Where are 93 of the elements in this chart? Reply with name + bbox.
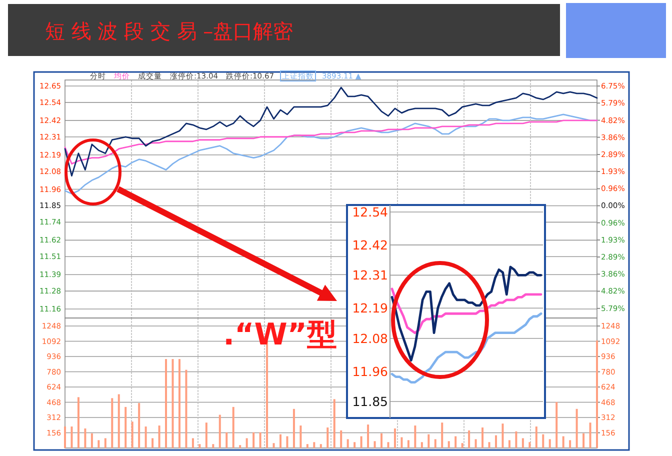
bar: [488, 442, 490, 448]
bar: [124, 406, 127, 448]
bar: [407, 440, 410, 448]
bar: [367, 424, 370, 448]
bar: [448, 441, 450, 448]
bar: [118, 394, 120, 448]
bar: [84, 428, 86, 448]
bar: [138, 403, 140, 448]
bar: [420, 442, 423, 448]
chart-title: 短 线 波 段 交 易 –盘口解密: [45, 19, 294, 43]
bar: [158, 426, 160, 448]
bar: [346, 439, 349, 448]
bar: [387, 442, 390, 448]
bar: [434, 439, 436, 448]
bar: [340, 430, 342, 448]
bar: [474, 439, 477, 448]
bar: [90, 433, 93, 448]
y-tick-label: 11.85: [352, 394, 388, 410]
bar: [461, 443, 464, 448]
y-tick-label: 12.19: [352, 300, 388, 316]
bar: [400, 437, 403, 448]
bar: [152, 438, 154, 448]
bar: [165, 359, 168, 448]
y-tick-label: 12.31: [352, 268, 388, 283]
bar: [98, 440, 100, 448]
bar: [535, 426, 538, 448]
bar: [562, 436, 564, 448]
bar: [252, 432, 255, 448]
bar: [326, 427, 329, 448]
bar: [548, 439, 551, 448]
bar: [468, 430, 470, 448]
bar: [522, 438, 524, 448]
line-series: [390, 312, 542, 384]
bar: [232, 406, 234, 448]
bar: [556, 402, 558, 448]
bar: [77, 397, 80, 448]
bar: [333, 399, 336, 448]
bar: [178, 359, 180, 448]
bar: [292, 408, 295, 448]
bar: [218, 414, 221, 448]
bar: [306, 444, 308, 448]
bar: [414, 426, 416, 448]
bar: [144, 426, 147, 448]
bar: [313, 442, 316, 448]
bar: [454, 436, 457, 448]
bar: [494, 435, 497, 448]
bar: [394, 428, 396, 448]
bar: [272, 443, 275, 448]
bar: [589, 422, 592, 448]
y-tick-label: 12.08: [352, 330, 388, 346]
line-series: [390, 288, 542, 334]
bar: [259, 432, 262, 448]
bar: [64, 426, 66, 448]
bar: [374, 441, 376, 448]
line-series: [390, 266, 542, 362]
bar: [576, 408, 578, 448]
bar: [172, 359, 174, 448]
bar: [205, 422, 208, 448]
bar: [300, 426, 302, 448]
bar: [360, 436, 362, 448]
bar: [320, 444, 322, 448]
bar: [542, 434, 544, 448]
y-tick-label: 12.54: [352, 204, 388, 220]
bar: [226, 432, 228, 448]
bar: [354, 442, 356, 448]
bar: [279, 434, 282, 448]
bar: [131, 422, 134, 448]
line-series: [64, 120, 598, 165]
bar: [482, 427, 484, 448]
bar: [582, 433, 585, 448]
bar: [441, 422, 444, 448]
bar: [428, 434, 430, 448]
bar: [502, 424, 504, 448]
bar: [198, 444, 201, 448]
line-series: [64, 86, 598, 176]
bar: [111, 398, 114, 448]
bar: [569, 440, 572, 448]
bar: [104, 438, 106, 448]
bar: [528, 442, 531, 448]
y-tick-label: 12.42: [352, 237, 388, 252]
bar: [70, 426, 73, 448]
y-tick-label: 11.96: [352, 364, 388, 379]
bar: [185, 370, 188, 448]
bar: [596, 340, 598, 448]
bar: [192, 438, 194, 448]
bar: [515, 431, 518, 448]
bar: [286, 436, 288, 448]
bar: [212, 444, 214, 448]
annotation: .“W”型: [223, 318, 337, 352]
bar: [508, 440, 510, 448]
bar: [239, 445, 242, 448]
bar: [246, 438, 248, 448]
bar: [380, 433, 383, 448]
